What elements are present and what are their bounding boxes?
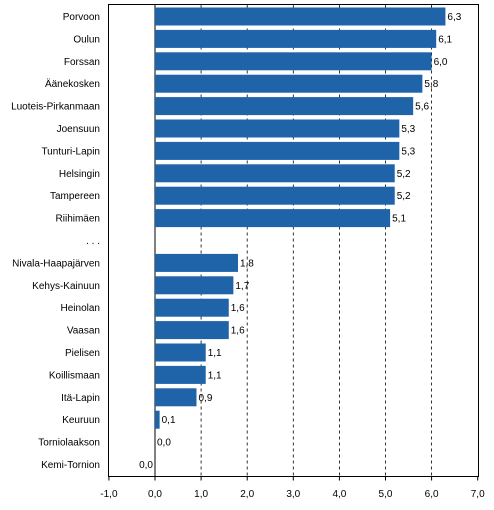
x-tick-label: 3,0 xyxy=(286,489,300,500)
value-label: 5,1 xyxy=(392,214,406,225)
x-tick-label: 0,0 xyxy=(148,489,162,500)
value-label: 1,8 xyxy=(240,258,254,269)
bar xyxy=(155,209,391,228)
category-label: Tunturi-Lapin xyxy=(41,146,100,157)
bar xyxy=(155,74,423,93)
value-label: 6,1 xyxy=(438,34,452,45)
bar xyxy=(155,52,432,71)
value-label: 5,3 xyxy=(401,124,415,135)
bar xyxy=(155,343,206,362)
category-label: Keuruun xyxy=(62,415,100,426)
bar xyxy=(155,119,400,138)
category-label: Itä-Lapin xyxy=(61,393,100,404)
category-label: Kehys-Kainuun xyxy=(32,281,100,292)
value-label: 0,9 xyxy=(198,393,212,404)
bar xyxy=(155,164,395,183)
bar xyxy=(155,141,400,160)
category-label: Luoteis-Pirkanmaan xyxy=(11,102,100,113)
value-label: 6,0 xyxy=(434,57,448,68)
x-axis: -1,0 0,0 1,0 2,0 3,0 4,0 5,0 6,0 7,0 xyxy=(100,476,485,500)
value-label: 0,0 xyxy=(139,460,153,471)
category-label: Tampereen xyxy=(50,191,100,202)
bar xyxy=(155,298,229,317)
value-label: 5,2 xyxy=(397,191,411,202)
x-tick-label: -1,0 xyxy=(100,489,118,500)
bar xyxy=(155,29,437,48)
value-label: 1,1 xyxy=(208,348,222,359)
labels: Porvoon 6,3 Oulun 6,1 Forssan 6,0 Äänekosken 5,… xyxy=(11,12,462,471)
x-tick-label: 5,0 xyxy=(379,489,393,500)
bar xyxy=(155,321,229,340)
category-label: Nivala-Haapajärven xyxy=(12,258,100,269)
category-label: Vaasan xyxy=(67,326,100,337)
value-label: 0,1 xyxy=(162,415,176,426)
value-label: 1,6 xyxy=(231,303,245,314)
category-label: Riihimäen xyxy=(56,214,100,225)
value-label: 5,8 xyxy=(424,79,438,90)
x-tick-label: 4,0 xyxy=(332,489,346,500)
value-label: 6,3 xyxy=(447,12,461,23)
value-label: 5,2 xyxy=(397,169,411,180)
category-label: Heinolan xyxy=(61,303,100,314)
category-label: Porvoon xyxy=(63,12,100,23)
category-label: Helsingin xyxy=(59,169,100,180)
bar xyxy=(155,97,414,116)
value-label: 5,6 xyxy=(415,102,429,113)
bar xyxy=(155,7,446,26)
value-label: 1,7 xyxy=(235,281,249,292)
bars xyxy=(155,7,446,429)
x-tick-label: 6,0 xyxy=(425,489,439,500)
x-tick-label: 2,0 xyxy=(240,489,254,500)
x-tick-label: 1,0 xyxy=(194,489,208,500)
value-label: 1,1 xyxy=(208,370,222,381)
category-label: Oulun xyxy=(73,34,100,45)
category-label: Torniolaakson xyxy=(38,438,100,449)
category-label: Pielisen xyxy=(65,348,100,359)
bar xyxy=(155,276,234,295)
category-label: Joensuun xyxy=(57,124,100,135)
value-label: 1,6 xyxy=(231,326,245,337)
value-label: 0,0 xyxy=(157,438,171,449)
category-label: Äänekosken xyxy=(45,78,100,90)
category-label: Koillismaan xyxy=(49,370,100,381)
bar xyxy=(155,365,206,384)
bar xyxy=(155,388,197,407)
value-label: 5,3 xyxy=(401,146,415,157)
bar xyxy=(155,410,160,429)
x-tick-label: 7,0 xyxy=(471,489,485,500)
category-label: Kemi-Tornion xyxy=(41,460,100,471)
bar xyxy=(155,253,238,272)
category-label: Forssan xyxy=(64,57,100,68)
bar xyxy=(155,186,395,205)
category-label: . . . xyxy=(86,236,100,247)
